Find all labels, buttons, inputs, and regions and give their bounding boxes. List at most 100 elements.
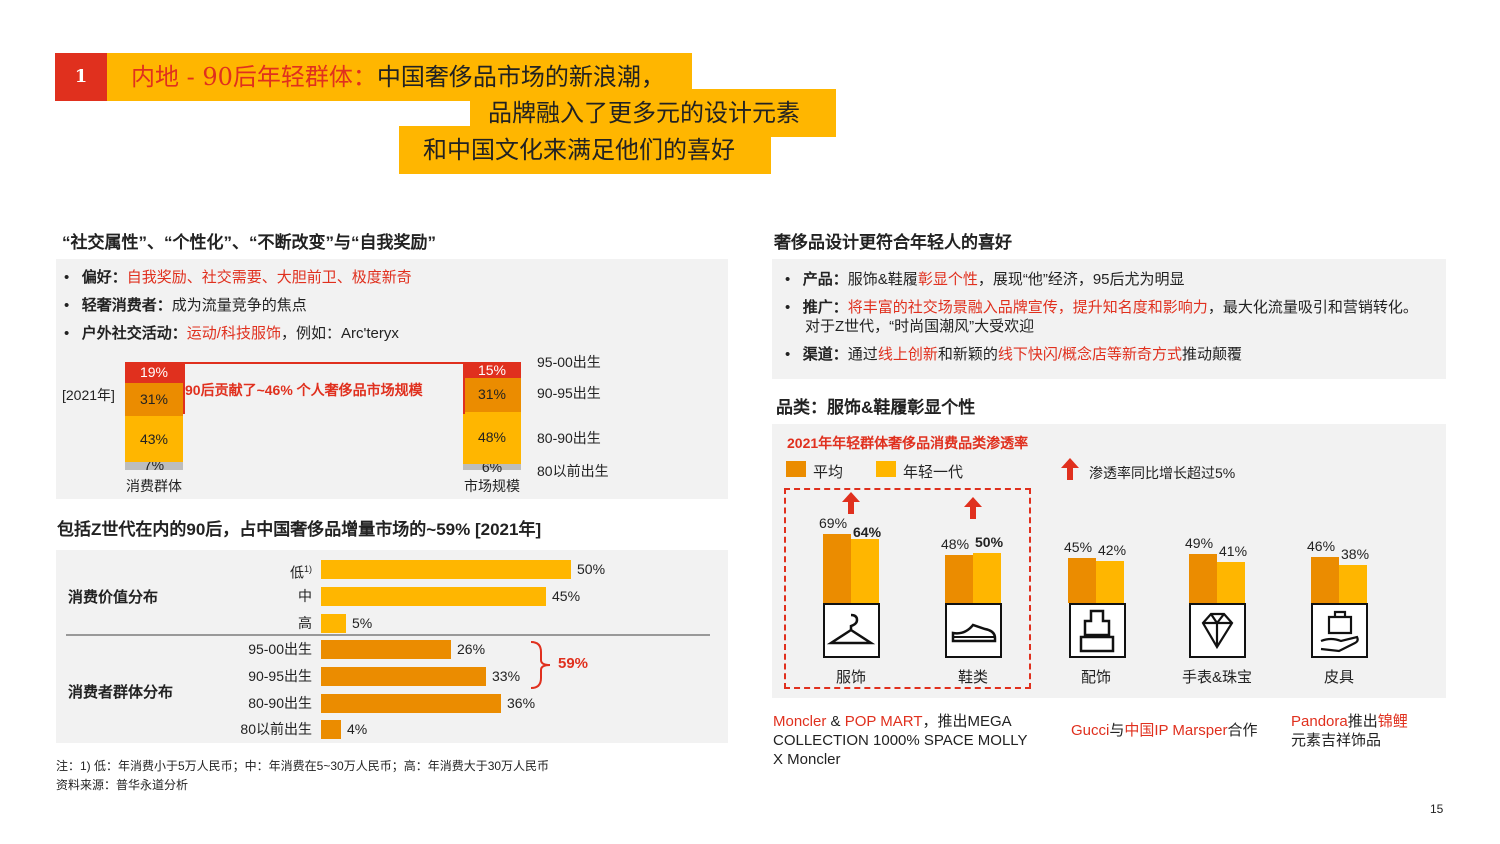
bar-young bbox=[1096, 561, 1124, 603]
bullet-text: 成为流量竞争的焦点 bbox=[171, 297, 307, 314]
left-mid-title: 包括Z世代在内的90后，占中国奢侈品增量市场的~59% [2021年] bbox=[57, 520, 542, 539]
hbar bbox=[321, 720, 341, 739]
bullet-label: 轻奢消费者： bbox=[81, 297, 172, 314]
hbar bbox=[321, 614, 346, 633]
value-avg: 48% bbox=[941, 536, 970, 552]
stack-segment: 6% bbox=[463, 459, 521, 474]
bar-value-label: 5% bbox=[352, 615, 373, 631]
value-young: 41% bbox=[1219, 543, 1248, 559]
category-label: 鞋类 bbox=[957, 669, 988, 686]
bar-value-label: 50% bbox=[577, 561, 606, 577]
page-number: 15 bbox=[1430, 802, 1444, 816]
hbar bbox=[321, 560, 571, 579]
bullet-promotion: • 推广：将丰富的社交场景融入品牌宣传，提升知名度和影响力，最大化流量吸引和营销… bbox=[785, 298, 1418, 318]
source: 资料来源：普华永道分析 bbox=[56, 778, 189, 792]
right-mid-title: 品类：服饰&鞋履彰显个性 bbox=[776, 398, 976, 417]
value-avg: 49% bbox=[1185, 535, 1214, 551]
bullet-text: 服饰&鞋履 bbox=[847, 271, 918, 288]
bar-value-label: 26% bbox=[457, 641, 486, 657]
bullet-highlight: 运动/科技服饰 bbox=[186, 325, 281, 342]
bullet-outdoor: • 户外社交活动：运动/科技服饰，例如：Arc'teryx bbox=[64, 324, 399, 344]
bullet-preference: • 偏好：自我奖励、社交需要、大胆前卫、极度新奇 bbox=[64, 268, 412, 288]
stack-segment: 19% bbox=[125, 362, 183, 383]
bullet-promotion-line2: 对于Z世代，“时尚国潮风”大受欢迎 bbox=[805, 318, 1035, 335]
hbar bbox=[321, 694, 501, 713]
value-young: 64% bbox=[853, 524, 882, 540]
bar-category-label: 90-95出生 bbox=[248, 668, 312, 684]
callout-text: 90后贡献了~46% 个人奢侈品市场规模 bbox=[185, 382, 423, 398]
bar-category-label: 高 bbox=[298, 615, 312, 631]
bar-category-label: 80以前出生 bbox=[240, 721, 312, 737]
bar-category-label: 中 bbox=[298, 588, 312, 604]
legend-arrow-icon bbox=[1061, 458, 1079, 480]
bullet-label: 推广： bbox=[802, 299, 848, 316]
value-avg: 45% bbox=[1064, 539, 1093, 555]
category-label: 配饰 bbox=[1080, 669, 1111, 686]
hbar bbox=[321, 587, 546, 606]
sum-label: 59% bbox=[558, 655, 589, 672]
caption-pandora: Pandora推出锦鲤 元素吉祥饰品 bbox=[1291, 713, 1408, 749]
stack-segment: 15% bbox=[463, 362, 521, 379]
chart-title: 2021年年轻群体奢侈品消费品类渗透率 bbox=[787, 435, 1029, 451]
value-young: 42% bbox=[1098, 542, 1127, 558]
bullet-text: ，例如：Arc'teryx bbox=[280, 325, 399, 342]
category-label: 手表&珠宝 bbox=[1181, 669, 1252, 686]
sum-brace bbox=[530, 641, 551, 689]
footnote-mark: 1) bbox=[303, 564, 312, 574]
left-top-title: “社交属性”、“个性化”、“不断改变”与“自我奖励” bbox=[62, 233, 436, 252]
hbar bbox=[321, 640, 451, 659]
title-prefix: 内地 - 90后年轻群体： bbox=[131, 63, 377, 91]
shoe-icon bbox=[945, 603, 1002, 658]
bullet-light-luxury: • 轻奢消费者：成为流量竞争的焦点 bbox=[64, 296, 307, 316]
stack-segment: 31% bbox=[463, 378, 521, 412]
series-label: 80以前出生 bbox=[537, 462, 609, 479]
bar-young bbox=[1217, 562, 1245, 603]
value-young: 50% bbox=[975, 534, 1004, 550]
title-line-1: 内地 - 90后年轻群体：中国奢侈品市场的新浪潮， bbox=[107, 53, 692, 101]
bullet-label: 产品： bbox=[802, 271, 848, 288]
category-label: 皮具 bbox=[1323, 669, 1354, 686]
stack-segment: 48% bbox=[463, 411, 521, 464]
bullet-label: 偏好： bbox=[81, 269, 127, 286]
bar-value-label: 36% bbox=[507, 695, 536, 711]
accessory-icon bbox=[1069, 603, 1126, 658]
growth-arrow-icon bbox=[842, 492, 860, 514]
bullet-dot: • bbox=[64, 325, 70, 342]
bar-avg bbox=[1311, 557, 1339, 603]
bullet-text: 和新颖的 bbox=[937, 346, 998, 363]
bar-young bbox=[851, 539, 879, 603]
series-label: 95-00出生 bbox=[537, 354, 601, 371]
value-young: 38% bbox=[1341, 546, 1370, 562]
bullet-dot: • bbox=[64, 269, 70, 286]
bullet-highlight: 将丰富的社交场景融入品牌宣传，提升知名度和影响力 bbox=[847, 299, 1208, 316]
stack-segment: 31% bbox=[125, 382, 183, 416]
bullet-label: 渠道： bbox=[802, 346, 848, 363]
highlight-box bbox=[784, 488, 1031, 689]
legend-avg-label: 平均 bbox=[813, 464, 844, 481]
title-main: 中国奢侈品市场的新浪潮， bbox=[376, 63, 665, 91]
bullet-channel: • 渠道：通过线上创新和新颖的线下快闪/概念店等新奇方式推动颠覆 bbox=[785, 345, 1242, 365]
category-label: 市场规模 bbox=[464, 478, 520, 494]
title-line-3: 和中国文化来满足他们的喜好 bbox=[399, 126, 771, 174]
callout-bracket bbox=[183, 362, 465, 414]
bar-avg bbox=[823, 534, 851, 603]
category-label: 消费群体 bbox=[126, 478, 182, 494]
footnote: 注：1) 低：年消费小于5万人民币；中：年消费在5~30万人民币；高：年消费大于… bbox=[56, 759, 550, 773]
bullet-highlight: 线下快闪/概念店等新奇方式 bbox=[997, 346, 1183, 363]
bar-avg bbox=[1068, 558, 1096, 603]
bar-avg bbox=[1189, 554, 1217, 603]
category-label: 服饰 bbox=[835, 669, 866, 686]
stack-segment: 7% bbox=[125, 459, 183, 472]
right-top-panel bbox=[772, 259, 1446, 379]
bullet-product: • 产品：服饰&鞋履彰显个性，展现“他”经济，95后尤为明显 bbox=[785, 270, 1185, 290]
group-label-cohort: 消费者群体分布 bbox=[68, 684, 174, 701]
diamond-icon bbox=[1189, 603, 1246, 658]
bar-category-label: 低1) bbox=[289, 564, 312, 581]
bullet-highlight: 自我奖励、社交需要、大胆前卫、极度新奇 bbox=[126, 269, 412, 286]
hanger-icon bbox=[823, 603, 880, 658]
growth-arrow-icon bbox=[964, 497, 982, 519]
bar-value-label: 45% bbox=[552, 588, 581, 604]
bullet-highlight: 彰显个性 bbox=[917, 271, 978, 288]
bullet-dot: • bbox=[64, 297, 70, 314]
right-top-title: 奢侈品设计更符合年轻人的喜好 bbox=[774, 233, 1012, 252]
